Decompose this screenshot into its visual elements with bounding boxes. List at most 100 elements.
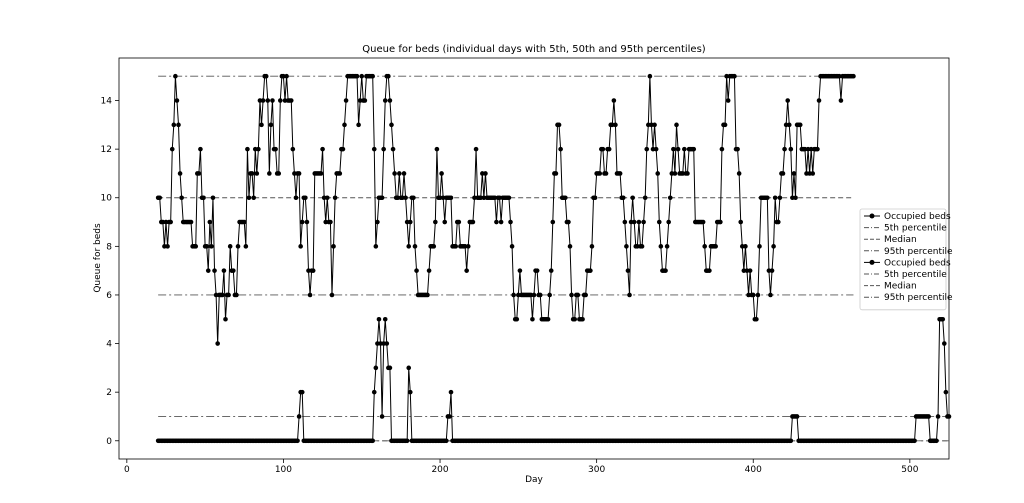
data-point (655, 171, 661, 176)
data-point (227, 244, 233, 249)
data-point (295, 438, 300, 444)
data-point (553, 171, 559, 176)
data-point (545, 316, 551, 322)
chart-title: Queue for beds (individual days with 5th… (362, 44, 705, 55)
data-point (278, 98, 283, 103)
data-point (508, 219, 513, 225)
data-point (320, 146, 325, 152)
y-tick-label: 10 (101, 194, 113, 204)
data-point (342, 122, 347, 128)
series-0 (155, 73, 856, 346)
data-point (384, 341, 390, 346)
data-point (231, 268, 236, 273)
data-point (407, 389, 413, 395)
data-point (173, 73, 178, 79)
data-point (671, 146, 676, 152)
data-point (556, 122, 562, 128)
y-tick-label: 14 (101, 97, 113, 107)
data-point (220, 292, 225, 298)
y-axis-title: Queue for beds (93, 223, 103, 293)
y-axis: 0 2 4 6 8 10 12 14 (101, 97, 119, 447)
data-point (411, 195, 416, 201)
data-point (370, 438, 376, 444)
data-point (718, 219, 723, 225)
data-point (588, 268, 593, 273)
legend-item: 5th percentile (864, 270, 947, 280)
data-point (453, 244, 459, 249)
data-point (534, 268, 540, 273)
percentile-lines (158, 75, 949, 442)
data-point (547, 292, 552, 298)
data-point (675, 146, 681, 152)
data-point (456, 219, 462, 225)
data-point (303, 195, 308, 201)
data-point (788, 146, 794, 152)
data-point (243, 244, 249, 249)
data-point (782, 146, 787, 152)
data-point (204, 244, 209, 249)
data-point (558, 146, 563, 152)
data-point (736, 171, 742, 176)
data-point (851, 73, 856, 79)
data-point (354, 73, 360, 79)
data-point (332, 195, 338, 201)
legend-label: 95th percentile (884, 293, 953, 303)
legend-item: 95th percentile (864, 293, 953, 303)
data-point (382, 316, 388, 322)
data-point (816, 98, 822, 103)
data-point (296, 171, 302, 176)
data-point (793, 195, 798, 201)
data-point (926, 414, 931, 419)
data-point (769, 268, 775, 273)
data-point (934, 438, 939, 444)
data-point (188, 219, 194, 225)
data-point (611, 98, 617, 103)
data-point (179, 195, 184, 201)
data-point (165, 244, 170, 249)
data-point (667, 195, 673, 201)
data-point (750, 292, 756, 298)
legend-label: 5th percentile (884, 270, 947, 280)
data-point (340, 146, 346, 152)
data-point (943, 389, 949, 395)
data-point (757, 244, 762, 249)
data-point (537, 292, 543, 298)
data-point (251, 195, 256, 201)
data-point (387, 365, 393, 371)
data-point (470, 219, 476, 225)
legend-item: 95th percentile (864, 247, 953, 257)
legend-label: 5th percentile (884, 224, 947, 234)
data-point (791, 171, 797, 176)
data-point (392, 171, 397, 176)
data-point (375, 219, 380, 225)
legend-box (859, 208, 947, 311)
data-point (719, 146, 725, 152)
data-point (223, 316, 228, 322)
data-point (653, 146, 659, 152)
data-point (290, 146, 296, 152)
data-point (702, 244, 707, 249)
data-point (442, 219, 448, 225)
data-point (376, 316, 382, 322)
data-point (589, 244, 595, 249)
data-point (254, 171, 260, 176)
data-point (425, 292, 430, 298)
data-point (636, 219, 642, 225)
data-point (343, 98, 349, 103)
data-point (794, 414, 800, 419)
data-point (249, 171, 255, 176)
data-point (293, 195, 299, 201)
data-point (517, 268, 523, 273)
data-point (356, 122, 361, 128)
data-point (439, 171, 444, 176)
data-point (270, 98, 275, 103)
data-point (448, 195, 454, 201)
data-point (210, 195, 216, 201)
data-point (473, 146, 479, 152)
data-point (631, 219, 637, 225)
data-point (426, 268, 432, 273)
data-point (658, 244, 664, 249)
data-point (567, 244, 573, 249)
data-point (663, 268, 668, 273)
data-point (221, 268, 227, 273)
